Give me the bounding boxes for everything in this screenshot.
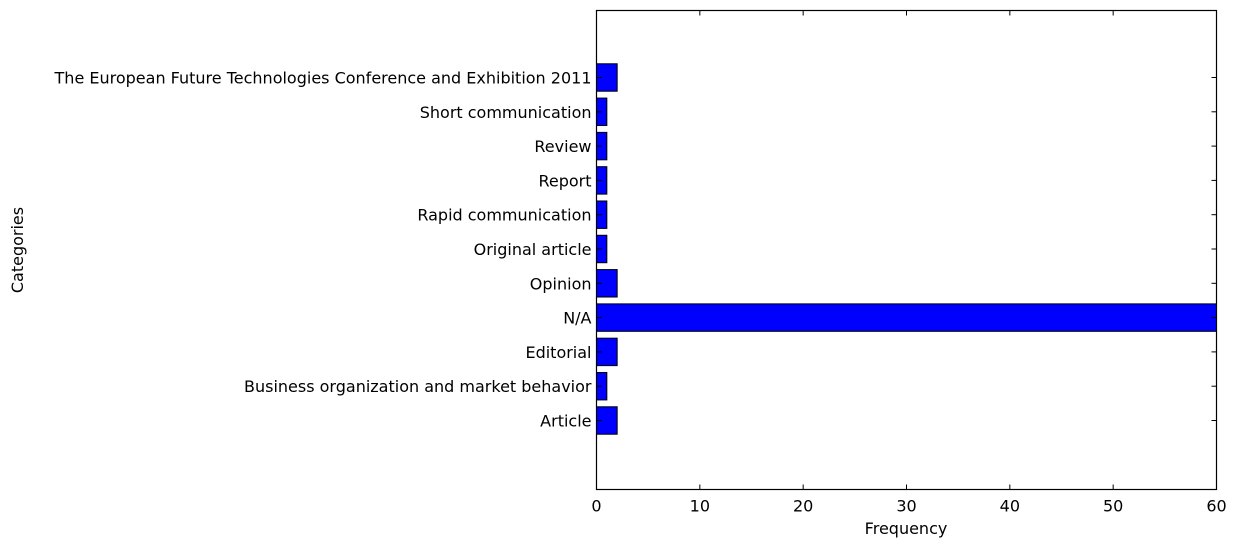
category-label: Rapid communication xyxy=(417,206,591,225)
category-label: Review xyxy=(534,137,591,156)
x-tick-label: 30 xyxy=(896,497,916,516)
x-axis-title: Frequency xyxy=(865,519,948,538)
x-tick-label: 20 xyxy=(793,497,813,516)
plot-frame xyxy=(595,9,1218,491)
x-tick-label: 0 xyxy=(591,497,601,516)
category-label: N/A xyxy=(563,309,591,328)
category-label: Business organization and market behavio… xyxy=(244,377,592,396)
ticks-group: 0 10 20 30 40 50 60 xyxy=(591,10,1227,516)
x-tick-label: 10 xyxy=(690,497,710,516)
category-label: Short communication xyxy=(420,103,592,122)
x-tick-label: 60 xyxy=(1206,497,1226,516)
category-labels: Article Business organization and market … xyxy=(54,69,592,431)
x-tick-label: 50 xyxy=(1103,497,1123,516)
category-label: Editorial xyxy=(525,343,591,362)
bar xyxy=(596,303,1217,332)
category-label: Original article xyxy=(474,240,592,259)
category-label: Opinion xyxy=(530,274,592,293)
category-label: The European Future Technologies Confere… xyxy=(54,69,592,88)
category-label: Article xyxy=(540,412,591,431)
category-label: Report xyxy=(538,171,591,190)
bars-group xyxy=(596,63,1217,435)
y-axis-title: Categories xyxy=(8,207,27,293)
x-tick-label: 40 xyxy=(1000,497,1020,516)
